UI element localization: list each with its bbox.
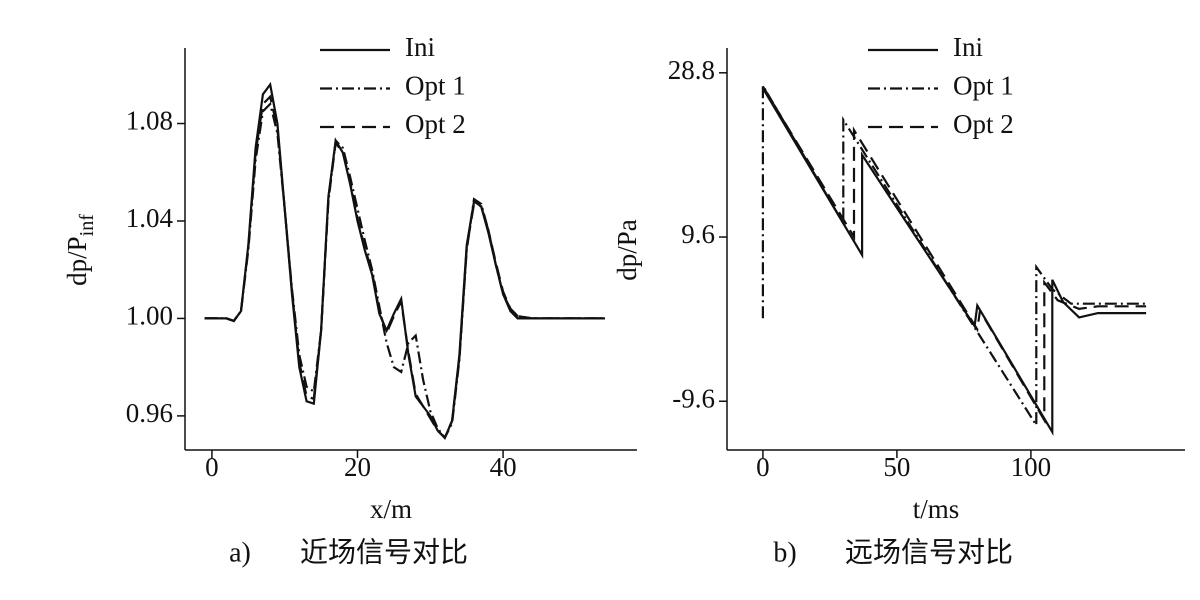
y-axis-label-main: dp/Pa <box>612 219 642 281</box>
y-axis-label: dp/Pa <box>612 219 642 281</box>
series-line <box>204 94 605 440</box>
series-line <box>204 101 605 440</box>
x-axis-label: x/m <box>370 494 412 524</box>
series-line <box>761 85 1147 425</box>
x-tick-label: 40 <box>490 452 517 482</box>
series-line <box>761 87 1147 437</box>
x-axis-label: t/ms <box>913 494 960 524</box>
y-tick-label: 1.00 <box>126 301 173 331</box>
y-tick-label: 9.6 <box>681 219 715 249</box>
series-line <box>761 81 1147 429</box>
x-tick-label: 50 <box>883 452 910 482</box>
legend-label: Ini <box>953 32 983 62</box>
legend-label: Ini <box>405 32 435 62</box>
caption: 远场信号对比 <box>845 536 1013 568</box>
y-tick-label: 0.96 <box>126 398 173 428</box>
y-axis-label: dp/Pinf <box>62 214 97 286</box>
x-tick-label: 0 <box>205 452 219 482</box>
caption: 近场信号对比 <box>300 536 468 568</box>
x-tick-label: 20 <box>344 452 371 482</box>
y-tick-label: 28.8 <box>668 55 715 85</box>
legend-label: Opt 2 <box>405 109 466 139</box>
x-tick-label: 0 <box>756 452 770 482</box>
y-tick-label: -9.6 <box>672 383 715 413</box>
x-tick-label: 100 <box>1011 452 1052 482</box>
caption-label: a) <box>229 537 251 568</box>
y-tick-label: 1.04 <box>126 203 174 233</box>
y-tick-label: 1.08 <box>126 106 173 136</box>
legend-label: Opt 1 <box>953 71 1014 101</box>
legend-label: Opt 1 <box>405 71 466 101</box>
legend-label: Opt 2 <box>953 109 1014 139</box>
y-axis-label-subscript: inf <box>76 214 98 237</box>
caption-label: b) <box>773 537 796 568</box>
y-axis-label-main: dp/P <box>62 236 92 286</box>
